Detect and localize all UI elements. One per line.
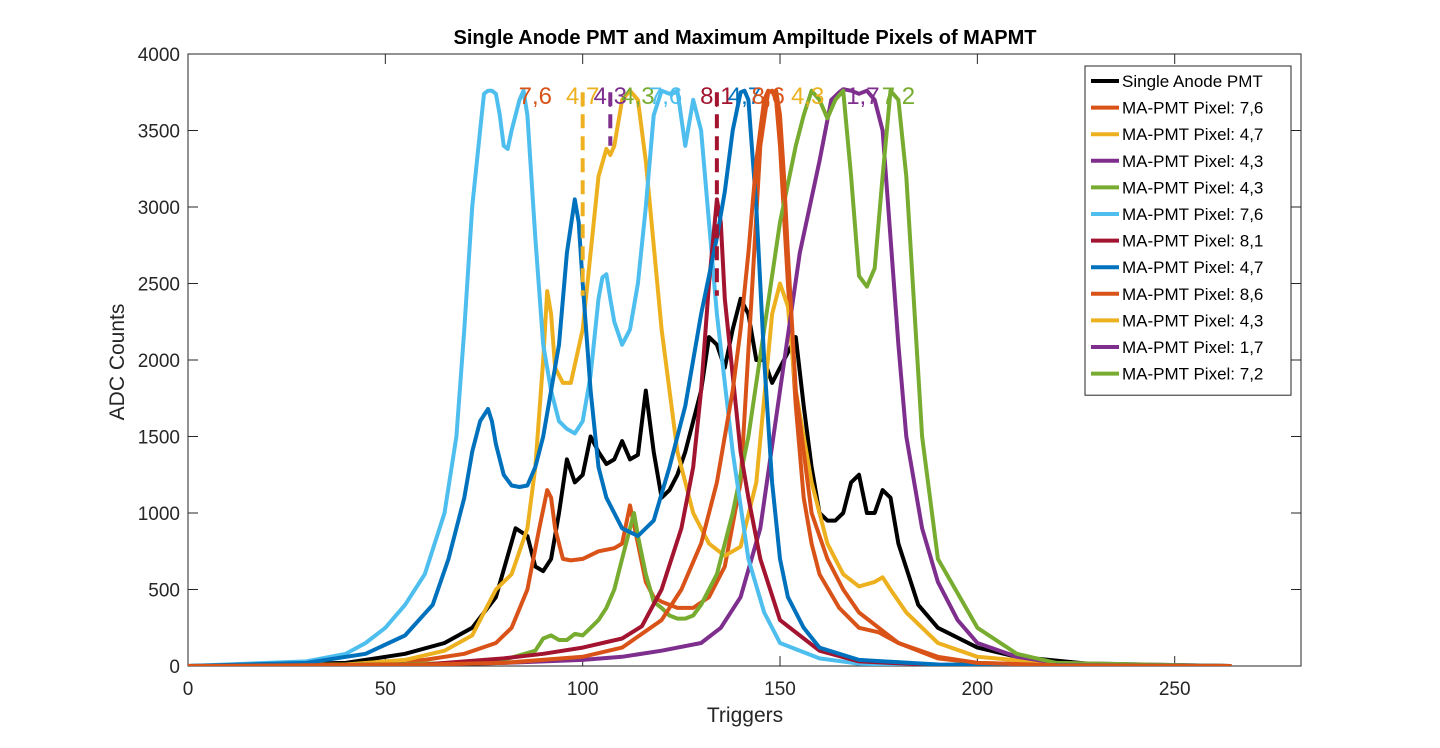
- peak-marker-label: 4,3: [594, 83, 627, 110]
- plot-area: 0 50 100 150 200 2500500100015002000250030003…: [138, 45, 1302, 700]
- y-tick-label: 500: [148, 581, 180, 602]
- y-tick-label: 4000: [138, 45, 180, 66]
- series-line: [188, 197, 1232, 666]
- peak-marker-label: 4,7: [728, 83, 761, 110]
- legend-entry: MA-PMT Pixel: 7,6: [1122, 99, 1263, 118]
- x-tick-label: 0: [183, 679, 194, 700]
- peak-marker-label: 8,1: [700, 83, 733, 110]
- peak-marker-label: 7,2: [882, 83, 915, 110]
- legend-entry: MA-PMT Pixel: 7,6: [1122, 205, 1263, 224]
- y-tick-label: 3500: [138, 122, 180, 143]
- y-tick-label: 1000: [138, 504, 180, 525]
- series-line: [188, 88, 1232, 666]
- legend-entry: MA-PMT Pixel: 4,7: [1122, 125, 1263, 144]
- peak-marker-label: 4,3: [621, 83, 654, 110]
- legend: Single Anode PMT MA-PMT Pixel: 7,6 MA-PMT …: [1084, 65, 1292, 396]
- legend-entry: Single Anode PMT: [1122, 72, 1263, 91]
- series-line: [188, 88, 1232, 666]
- series-line: [188, 88, 1232, 666]
- peak-marker-label: 1,7: [846, 83, 879, 110]
- legend-entry: MA-PMT Pixel: 8,1: [1122, 232, 1263, 251]
- peak-marker-label: 7,6: [519, 83, 552, 110]
- series-line: [188, 296, 1232, 666]
- y-tick-label: 3000: [138, 198, 180, 219]
- y-axis-label: ADC Counts: [106, 304, 129, 421]
- x-tick-label: 100: [567, 679, 599, 700]
- chart-title: Single Anode PMT and Maximum Ampiltude P…: [453, 27, 1036, 49]
- y-tick-label: 2000: [138, 351, 180, 372]
- series-line: [188, 88, 1232, 666]
- peak-marker-label: 4,3: [791, 83, 824, 110]
- legend-entry: MA-PMT Pixel: 8,6: [1122, 285, 1263, 304]
- legend-entry: MA-PMT Pixel: 7,2: [1122, 365, 1263, 384]
- y-tick-label: 0: [169, 657, 180, 678]
- peak-marker-label: 8,6: [751, 83, 784, 110]
- legend-entry: MA-PMT Pixel: 4,3: [1122, 178, 1263, 197]
- x-axis-label: Triggers: [707, 704, 783, 727]
- legend-entry: MA-PMT Pixel: 1,7: [1122, 338, 1263, 357]
- series-line: [188, 88, 1232, 666]
- y-tick-label: 1500: [138, 428, 180, 449]
- legend-box: [1084, 65, 1292, 396]
- x-tick-label: 150: [764, 679, 796, 700]
- series-line: [188, 88, 1232, 666]
- legend-entry: MA-PMT Pixel: 4,3: [1122, 152, 1263, 171]
- x-tick-label: 50: [375, 679, 396, 700]
- legend-entry: MA-PMT Pixel: 4,7: [1122, 258, 1263, 277]
- legend-entry: MA-PMT Pixel: 4,3: [1122, 311, 1263, 330]
- x-tick-label: 200: [962, 679, 994, 700]
- peak-marker-label: 7,6: [649, 83, 682, 110]
- peak-marker-label: 4,7: [566, 83, 599, 110]
- y-tick-label: 2500: [138, 275, 180, 296]
- x-tick-label: 250: [1159, 679, 1191, 700]
- series-group: [188, 87, 1232, 666]
